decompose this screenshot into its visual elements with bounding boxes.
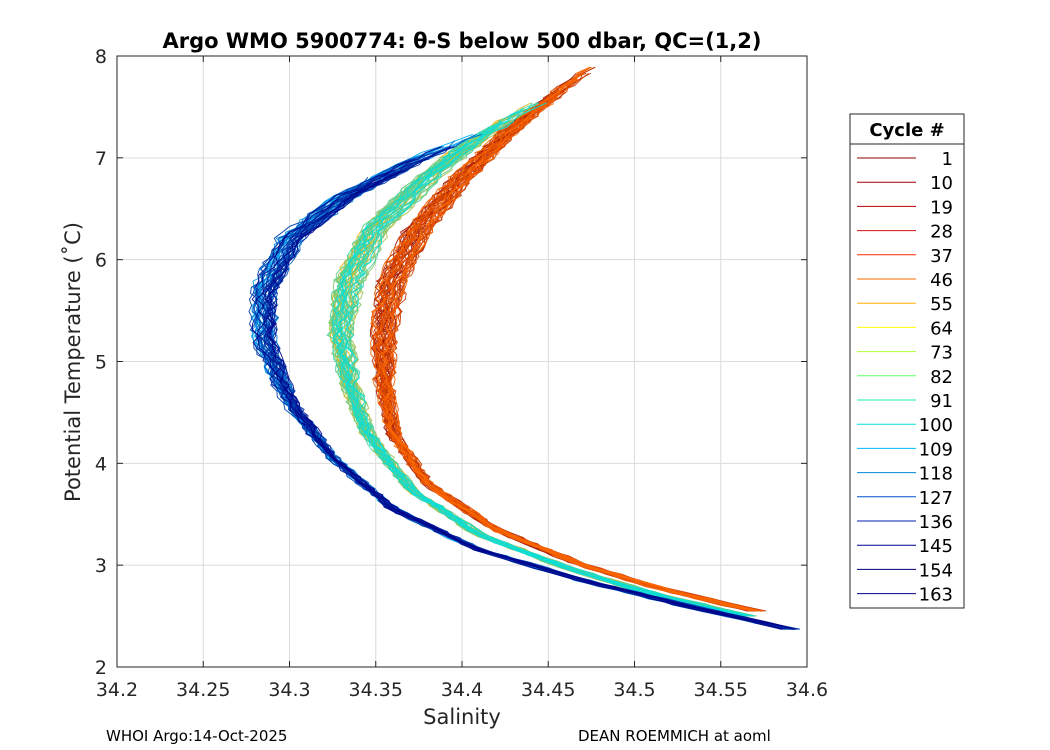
x-tick-label: 34.4: [441, 679, 483, 701]
y-tick-label: 2: [95, 657, 107, 679]
y-tick-label: 8: [95, 46, 107, 68]
y-tick-label: 5: [95, 352, 107, 374]
x-tick-label: 34.35: [349, 679, 403, 701]
profile-line: [336, 102, 746, 617]
legend-label: 163: [919, 585, 953, 606]
x-axis-ticks: 34.2 34.25 34.3 34.35 34.4 34.45 34.5 34.55 34.6: [96, 56, 828, 701]
profile-line: [371, 66, 754, 612]
x-tick-label: 34.5: [613, 679, 655, 701]
legend-label: 145: [919, 536, 953, 557]
x-tick-label: 34.3: [268, 679, 310, 701]
profile-line: [345, 102, 754, 617]
profile-line: [264, 146, 795, 630]
legend-label: 46: [930, 270, 953, 291]
legend-label: 100: [919, 415, 953, 436]
legend-label: 10: [930, 173, 953, 194]
legend-label: 19: [930, 197, 953, 218]
legend-title: Cycle #: [869, 120, 944, 141]
profile-line: [337, 120, 745, 617]
legend-label: 136: [919, 512, 953, 533]
x-tick-label: 34.2: [96, 679, 138, 701]
chart-title: Argo WMO 5900774: θ-S below 500 dbar, QC…: [163, 29, 762, 53]
legend-label: 37: [930, 246, 953, 267]
legend-items: 1 10 19 28 37 46 55 64 73 82 91 100 109 118 127 136 145 1…: [857, 149, 953, 606]
profile-line: [373, 66, 754, 612]
legend-label: 64: [930, 318, 953, 339]
profile-line: [370, 66, 752, 612]
x-tick-label: 34.45: [521, 679, 575, 701]
profile-line: [332, 102, 745, 617]
footer-left: WHOI Argo:14-Oct-2025: [106, 727, 287, 745]
legend-box: [849, 113, 965, 609]
profile-curves: [248, 66, 801, 630]
x-tick-label: 34.6: [786, 679, 828, 701]
y-tick-label: 6: [95, 250, 107, 272]
legend-label: 154: [919, 560, 953, 581]
legend-label: 91: [930, 391, 953, 412]
profile-line: [381, 72, 757, 612]
legend: Cycle # 1 10 19 28 37 46 55 64 73 82 91 100 109 118 12…: [849, 113, 965, 609]
legend-label: 109: [919, 439, 953, 460]
legend-label: 73: [930, 343, 953, 364]
legend-label: 127: [919, 488, 953, 509]
legend-label: 118: [919, 464, 953, 485]
x-tick-label: 34.25: [176, 679, 230, 701]
profile-line: [266, 170, 795, 630]
x-tick-label: 34.55: [694, 679, 748, 701]
legend-label: 28: [930, 222, 953, 243]
profile-line: [255, 146, 784, 630]
profile-line: [331, 108, 743, 617]
y-tick-label: 7: [95, 148, 107, 170]
y-axis-label: Potential Temperature (˚C): [61, 222, 85, 502]
legend-label: 55: [930, 294, 953, 315]
legend-label: 1: [942, 149, 953, 170]
x-axis-label: Salinity: [423, 705, 501, 729]
footer-right: DEAN ROEMMICH at aoml: [578, 727, 771, 745]
legend-label: 82: [930, 367, 953, 388]
y-axis-ticks: 2 3 4 5 6 7 8: [95, 46, 807, 679]
y-tick-label: 3: [95, 555, 107, 577]
y-tick-label: 4: [95, 453, 107, 475]
